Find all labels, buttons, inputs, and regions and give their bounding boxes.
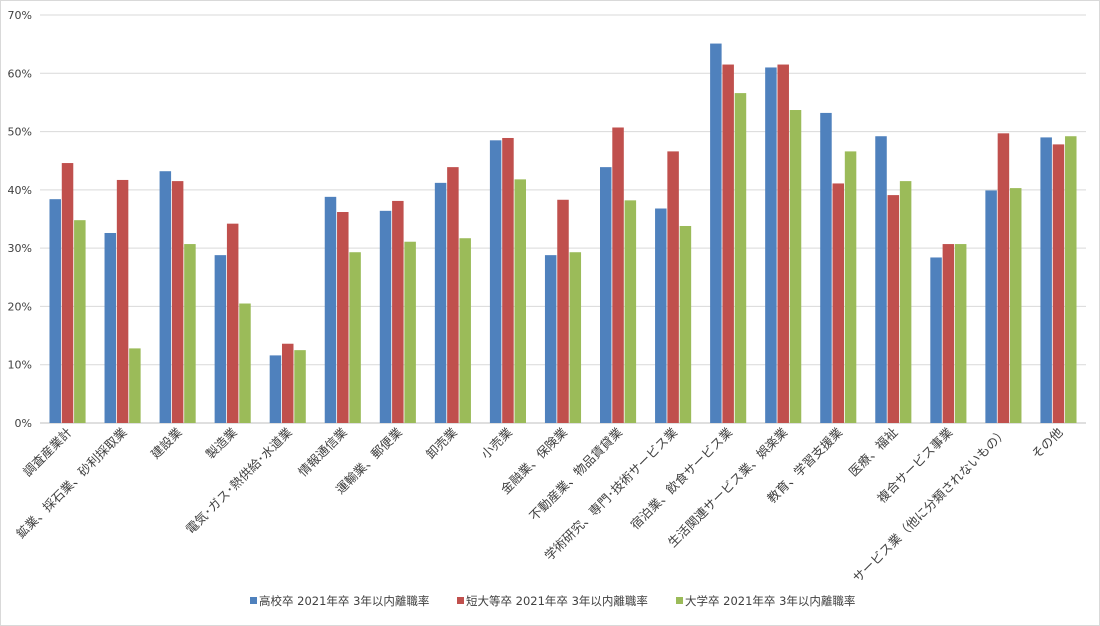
bar <box>569 252 582 423</box>
x-tick-label: 宿泊業、飲食サービス業 <box>627 424 735 532</box>
bar <box>985 190 997 423</box>
bar <box>820 112 832 424</box>
bar <box>349 252 361 423</box>
bar <box>930 257 942 423</box>
bar <box>1040 137 1052 423</box>
x-tick-label: その他 <box>1028 424 1065 461</box>
y-tick-label: 40% <box>8 184 32 197</box>
legend-label: 短大等卒 2021年卒 3年以内離職率 <box>466 594 648 608</box>
legend-label: 高校卒 2021年卒 3年以内離職率 <box>259 594 429 608</box>
y-tick-label: 20% <box>8 300 32 313</box>
x-tick-label: 建設業 <box>148 424 185 461</box>
bar <box>679 225 692 423</box>
bar <box>899 181 912 423</box>
bar <box>184 244 196 423</box>
bar <box>734 93 747 423</box>
bar <box>600 167 612 423</box>
bar <box>324 196 337 423</box>
bar <box>997 133 1010 423</box>
bar <box>544 255 557 423</box>
x-tick-label: 医療、福祉 <box>846 424 901 479</box>
x-tick-label: 鉱業、採石業、砂利採取業 <box>13 424 130 541</box>
x-tick-label: 調査産業計 <box>20 425 75 480</box>
bar <box>337 212 349 423</box>
legend-swatch <box>457 597 464 604</box>
bar <box>434 182 447 423</box>
bar <box>379 210 392 423</box>
bar <box>129 348 141 423</box>
bar <box>116 179 129 423</box>
bar <box>722 64 734 423</box>
bar <box>777 64 789 423</box>
bar <box>281 343 294 423</box>
bar <box>74 220 86 423</box>
bar <box>942 244 955 423</box>
x-tick-label: 情報通信業 <box>295 424 350 479</box>
bar <box>404 241 416 423</box>
y-tick-label: 0% <box>15 417 32 430</box>
bar <box>832 183 845 423</box>
x-tick-label: 製造業 <box>203 424 240 461</box>
bar <box>954 244 967 423</box>
legend-swatch <box>676 597 683 604</box>
bar <box>269 355 282 423</box>
bar <box>159 171 172 423</box>
bar <box>789 110 802 423</box>
bar <box>226 223 239 423</box>
bar <box>710 43 722 424</box>
bar <box>612 127 624 424</box>
bar <box>61 163 74 424</box>
bar <box>294 350 306 423</box>
bar <box>1065 136 1077 424</box>
bar <box>667 151 679 423</box>
bar <box>104 232 117 423</box>
bar <box>514 179 526 423</box>
bar <box>844 151 857 423</box>
x-tick-label: 小売業 <box>478 424 515 461</box>
bar <box>447 167 459 423</box>
y-tick-label: 60% <box>8 67 32 80</box>
x-tick-label: 不動産業、物品賃貸業 <box>526 424 625 523</box>
bar <box>765 67 777 424</box>
y-tick-label: 70% <box>8 9 32 22</box>
bar <box>624 200 637 423</box>
legend-label: 大学卒 2021年卒 3年以内離職率 <box>685 594 855 608</box>
y-tick-label: 50% <box>8 126 32 139</box>
y-tick-label: 10% <box>8 359 32 372</box>
bar <box>214 255 227 423</box>
legend-swatch <box>250 597 257 604</box>
bar <box>1052 144 1065 423</box>
y-tick-label: 30% <box>8 242 32 255</box>
x-tick-label: 電気･ガス･熱供給･水道業 <box>183 424 296 537</box>
bar <box>239 303 251 423</box>
bar <box>557 199 569 423</box>
bar <box>655 208 667 423</box>
bar <box>392 200 404 423</box>
bar <box>49 199 61 423</box>
bar <box>1009 188 1022 423</box>
bar <box>875 136 887 424</box>
bar <box>887 195 900 423</box>
bar <box>171 181 184 423</box>
bar <box>489 140 502 423</box>
bar <box>502 137 514 424</box>
bar <box>459 238 471 423</box>
x-tick-label: 卸売業 <box>423 424 460 461</box>
